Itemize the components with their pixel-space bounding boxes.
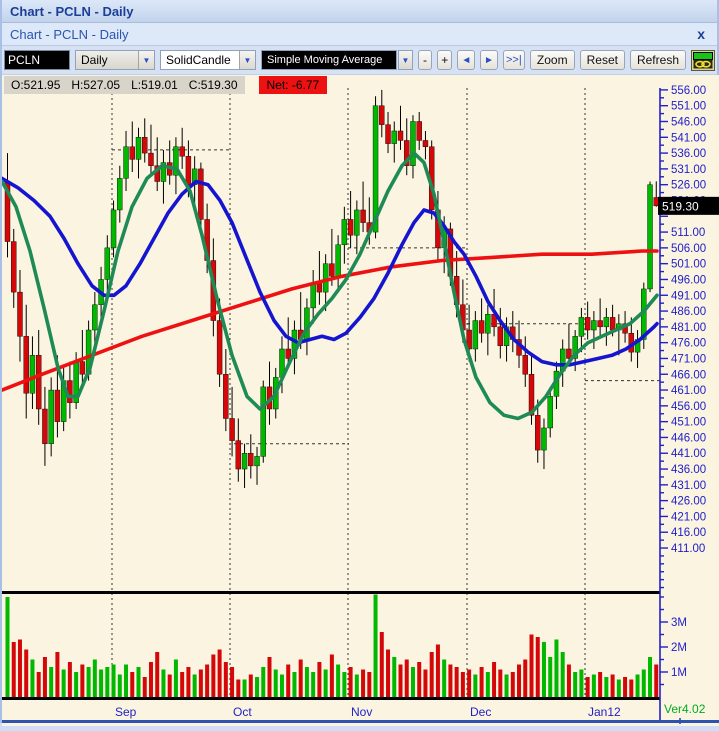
scroll-left-button[interactable]: ◄ [457, 50, 476, 70]
svg-text:501.00: 501.00 [671, 259, 706, 271]
indicator-dropdown[interactable]: Simple Moving Average ▼ [261, 50, 413, 70]
svg-text:436.00: 436.00 [671, 464, 706, 476]
zoom-out-button[interactable]: - [418, 50, 432, 70]
svg-text:1M: 1M [671, 667, 687, 679]
toolbar: Daily ▼ SolidCandle ▼ Simple Moving Aver… [2, 46, 717, 75]
svg-text:2M: 2M [671, 642, 687, 654]
close-icon[interactable]: x [697, 26, 705, 42]
zoom-in-button[interactable]: + [437, 50, 453, 70]
volume-bars-layer [5, 594, 659, 697]
svg-text:496.00: 496.00 [671, 274, 706, 286]
time-axis-labels: Sep Oct Nov Dec Jan12 Ver4.02 [115, 702, 706, 724]
fast-sma-line [0, 151, 659, 421]
svg-text:3M: 3M [671, 617, 687, 629]
chart-style-value: SolidCandle [166, 53, 231, 67]
chart-style-dropdown[interactable]: SolidCandle ▼ [160, 50, 256, 70]
indicator-value: Simple Moving Average [262, 51, 396, 69]
refresh-button[interactable]: Refresh [629, 50, 686, 70]
reset-button[interactable]: Reset [579, 50, 625, 70]
svg-text:441.00: 441.00 [671, 448, 706, 460]
last-price-marker: 519.30 [658, 196, 719, 215]
svg-text:546.00: 546.00 [671, 116, 706, 128]
svg-text:421.00: 421.00 [671, 511, 706, 523]
low-value: L:519.01 [131, 78, 178, 92]
svg-text:541.00: 541.00 [671, 132, 706, 144]
panel-title: Chart - PCLN - Daily [10, 26, 129, 42]
svg-text:511.00: 511.00 [671, 227, 705, 239]
panel-titlebar: Chart - PCLN - Daily x [2, 23, 717, 46]
close-value: C:519.30 [188, 78, 238, 92]
moving-averages-layer [0, 151, 659, 421]
svg-text:Ver4.02: Ver4.02 [664, 702, 706, 716]
separators-layer [2, 591, 660, 700]
chevron-down-icon: ▼ [239, 51, 255, 69]
svg-text:486.00: 486.00 [671, 306, 706, 318]
slow-sma-line [0, 249, 659, 392]
svg-text:451.00: 451.00 [671, 417, 706, 429]
svg-text:556.00: 556.00 [671, 85, 706, 97]
window-titlebar: Chart - PCLN - Daily [2, 0, 717, 23]
chart-panel: O:521.95 H:527.05 L:519.01 C:519.30 Net:… [0, 75, 719, 726]
svg-text:471.00: 471.00 [671, 353, 706, 365]
window-bottom-border [2, 720, 719, 723]
window-title: Chart - PCLN - Daily [10, 3, 134, 19]
svg-text:456.00: 456.00 [671, 401, 706, 413]
svg-text:466.00: 466.00 [671, 369, 706, 381]
ohlc-readout: O:521.95 H:527.05 L:519.01 C:519.30 [4, 76, 245, 94]
svg-text:431.00: 431.00 [671, 480, 706, 492]
symbol-input[interactable] [4, 50, 70, 70]
chevron-down-icon: ▼ [138, 51, 154, 69]
link-symbol-chain-icon[interactable] [691, 49, 715, 71]
svg-text:426.00: 426.00 [671, 496, 706, 508]
svg-text:481.00: 481.00 [671, 322, 706, 334]
net-change-badge: Net: -6.77 [258, 76, 328, 94]
chart-canvas[interactable]: 411.00 416.00 421.00 426.00 431.00 436.00 441.… [0, 75, 719, 726]
svg-text:461.00: 461.00 [671, 385, 706, 397]
svg-text:551.00: 551.00 [671, 101, 706, 113]
svg-text:446.00: 446.00 [671, 432, 706, 444]
svg-text:506.00: 506.00 [671, 243, 706, 255]
svg-text:531.00: 531.00 [671, 164, 706, 176]
open-value: O:521.95 [11, 78, 61, 92]
svg-text:491.00: 491.00 [671, 290, 706, 302]
svg-text:519.30: 519.30 [662, 199, 699, 213]
svg-text:526.00: 526.00 [671, 180, 706, 192]
svg-text:Nov: Nov [351, 705, 372, 719]
svg-text:Oct: Oct [233, 705, 252, 719]
price-axis: 411.00 416.00 421.00 426.00 431.00 436.00 441.… [659, 85, 706, 721]
candles-layer [4, 89, 659, 488]
svg-text:Sep: Sep [115, 705, 137, 719]
quote-bar: O:521.95 H:527.05 L:519.01 C:519.30 Net:… [4, 76, 328, 94]
chevron-down-icon: ▼ [398, 50, 413, 70]
svg-text:476.00: 476.00 [671, 338, 706, 350]
mid-sma-line [0, 176, 659, 367]
svg-text:411.00: 411.00 [671, 543, 705, 555]
svg-text:Dec: Dec [470, 705, 491, 719]
svg-text:416.00: 416.00 [671, 527, 706, 539]
zoom-button[interactable]: Zoom [529, 50, 575, 70]
svg-text:Jan12: Jan12 [588, 705, 621, 719]
svg-text:536.00: 536.00 [671, 148, 706, 160]
period-dropdown[interactable]: Daily ▼ [75, 50, 155, 70]
high-value: H:527.05 [71, 78, 121, 92]
period-value: Daily [76, 51, 138, 69]
scroll-end-button[interactable]: >>| [502, 50, 525, 70]
scroll-right-button[interactable]: ► [480, 50, 498, 70]
